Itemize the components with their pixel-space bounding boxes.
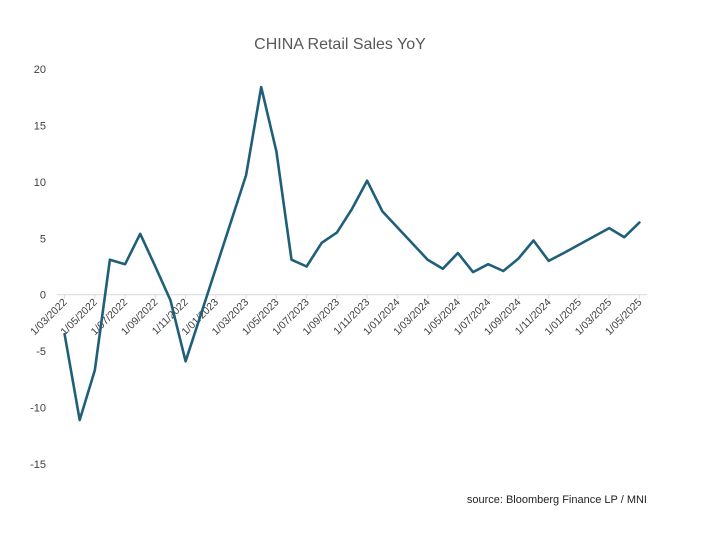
series-layer — [63, 85, 641, 422]
data-point — [109, 258, 112, 261]
x-axis-tick-labels: 1/03/20221/05/20221/07/20221/09/20221/11… — [28, 294, 645, 338]
data-point — [245, 174, 248, 177]
y-tick-label: 0 — [40, 290, 46, 302]
data-point — [638, 221, 641, 224]
data-point — [184, 360, 187, 363]
data-point — [547, 260, 550, 263]
data-point — [78, 419, 81, 422]
data-point — [472, 271, 475, 274]
data-point — [320, 242, 323, 245]
source-note: source: Bloomberg Finance LP / MNI — [467, 494, 647, 506]
y-tick-label: 5 — [40, 233, 46, 245]
data-point — [63, 333, 66, 336]
data-point — [351, 208, 354, 211]
data-point — [442, 268, 445, 271]
data-point — [502, 270, 505, 273]
data-point — [199, 314, 202, 317]
data-point — [487, 263, 490, 266]
data-point — [139, 233, 142, 236]
series-line-retail-sales-yoy — [63, 85, 641, 422]
data-point — [154, 265, 157, 268]
data-point — [623, 236, 626, 239]
data-point — [305, 265, 308, 268]
y-tick-label: 20 — [34, 64, 46, 76]
y-tick-label: -10 — [30, 403, 46, 415]
y-tick-label: -5 — [36, 346, 46, 358]
y-tick-label: 15 — [34, 120, 46, 132]
y-tick-label: 10 — [34, 177, 46, 189]
data-point — [366, 179, 369, 182]
data-point — [169, 299, 172, 302]
data-point — [532, 239, 535, 242]
data-point — [608, 227, 611, 230]
data-point — [336, 231, 339, 234]
data-point — [124, 263, 127, 266]
y-tick-label: -15 — [30, 459, 46, 471]
data-point — [426, 258, 429, 261]
data-point — [94, 369, 97, 372]
data-point — [275, 150, 278, 153]
data-point — [517, 257, 520, 260]
chart-title: CHINA Retail Sales YoY — [254, 36, 426, 53]
data-point — [381, 210, 384, 213]
data-point — [457, 252, 460, 255]
data-point — [563, 252, 566, 255]
data-point — [260, 86, 263, 89]
data-point — [290, 258, 293, 261]
y-axis-tick-labels: 20 15 10 5 0 -5 -10 -15 — [30, 64, 46, 471]
